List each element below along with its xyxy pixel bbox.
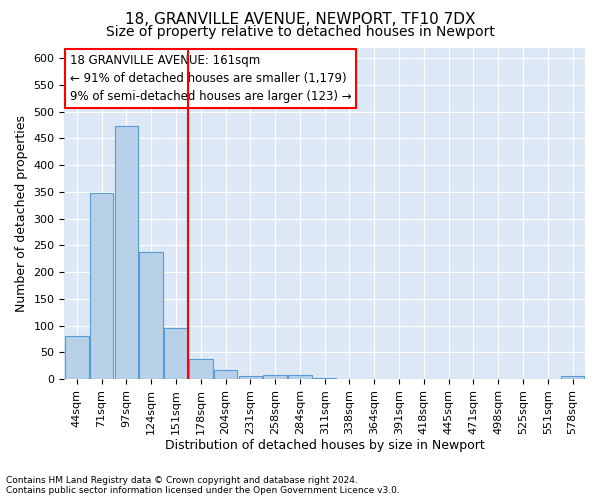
Bar <box>164 328 188 379</box>
Y-axis label: Number of detached properties: Number of detached properties <box>15 115 28 312</box>
Bar <box>387 378 411 379</box>
Bar <box>139 252 163 379</box>
X-axis label: Distribution of detached houses by size in Newport: Distribution of detached houses by size … <box>165 440 485 452</box>
Text: Size of property relative to detached houses in Newport: Size of property relative to detached ho… <box>106 25 494 39</box>
Bar <box>263 375 287 379</box>
Text: 18 GRANVILLE AVENUE: 161sqm
← 91% of detached houses are smaller (1,179)
9% of s: 18 GRANVILLE AVENUE: 161sqm ← 91% of det… <box>70 54 351 103</box>
Bar <box>65 336 89 379</box>
Bar <box>362 378 386 379</box>
Text: Contains HM Land Registry data © Crown copyright and database right 2024.
Contai: Contains HM Land Registry data © Crown c… <box>6 476 400 495</box>
Bar <box>561 376 584 379</box>
Bar <box>189 360 212 379</box>
Bar <box>214 370 238 379</box>
Bar <box>338 378 361 379</box>
Bar <box>115 126 138 379</box>
Text: 18, GRANVILLE AVENUE, NEWPORT, TF10 7DX: 18, GRANVILLE AVENUE, NEWPORT, TF10 7DX <box>125 12 475 28</box>
Bar <box>90 193 113 379</box>
Bar <box>239 376 262 379</box>
Bar <box>313 378 337 379</box>
Bar <box>288 376 311 379</box>
